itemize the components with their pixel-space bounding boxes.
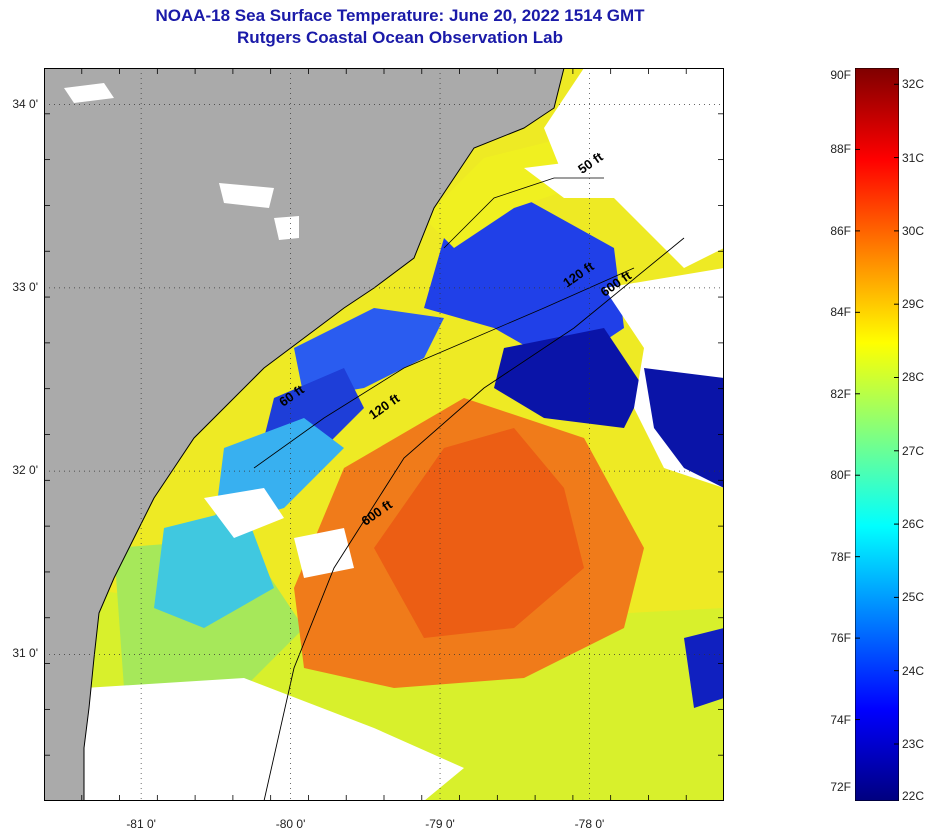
map-border <box>44 68 724 801</box>
contour-50ft <box>443 177 604 249</box>
cool-strip-south <box>154 508 274 628</box>
cold-band-north <box>424 198 624 368</box>
cloud-southwest <box>84 678 464 801</box>
cold-band-east <box>494 328 644 428</box>
contour-600ft <box>263 237 685 801</box>
colorbar-c-label: 31C <box>902 150 925 165</box>
lon-tick-label: -78 0' <box>574 817 605 831</box>
cloud-patch-1 <box>204 488 284 538</box>
colorbar-c-label: 27C <box>902 443 925 458</box>
colorbar-f-label: 88F <box>830 142 851 157</box>
inland-cloud-2 <box>219 183 274 208</box>
lat-tick-label: 33 0' <box>12 279 38 294</box>
lon-tick-label: -79 0' <box>425 817 455 831</box>
colorbar-f-label: 90F <box>830 68 851 82</box>
colorbar-c-label: 30C <box>902 223 925 238</box>
cloud-patch-2 <box>294 528 354 578</box>
colorbar-f-label: 72F <box>830 780 851 794</box>
colorbar-c-label: 25C <box>902 590 925 605</box>
inland-cloud-3 <box>274 216 299 240</box>
colorbar-f-label: 76F <box>830 631 851 646</box>
colorbar-f-label: 82F <box>830 386 851 401</box>
colorbar-f-label: 84F <box>830 305 851 320</box>
colorbar-c-label: 29C <box>902 297 925 312</box>
warm-center <box>374 428 584 638</box>
coastline <box>83 68 565 801</box>
contour-120ft <box>253 267 635 469</box>
colorbar-c-label: 22C <box>902 789 925 803</box>
lon-tick-label: -81 0' <box>126 817 156 831</box>
land-mass <box>44 68 564 801</box>
cold-blob-southeast <box>684 628 724 708</box>
colorbar-c-label: 32C <box>902 77 925 92</box>
lat-tick-label: 34 0' <box>12 96 38 111</box>
colorbar-f-label: 78F <box>830 549 851 564</box>
lon-tick-label: -80 0' <box>275 817 306 831</box>
colorbar-f-label: 80F <box>830 468 851 483</box>
inland-cloud-1 <box>64 83 114 103</box>
colorbar-gradient <box>855 68 899 801</box>
colorbar-f-label: 74F <box>830 712 851 727</box>
colorbar-c-label: 24C <box>902 663 925 678</box>
temperature-colorbar <box>855 68 899 801</box>
colorbar-c-label: 28C <box>902 370 925 385</box>
colorbar-c-label: 23C <box>902 736 925 751</box>
colorbar-f-label: 86F <box>830 223 851 238</box>
lat-tick-label: 32 0' <box>12 463 38 478</box>
cold-blob-east <box>644 368 724 488</box>
map-subtitle: Rutgers Coastal Ocean Observation Lab <box>237 28 563 47</box>
lat-tick-label: 31 0' <box>12 646 38 661</box>
colorbar-c-label: 26C <box>902 517 925 532</box>
cloud-northeast <box>544 68 724 268</box>
map-title: NOAA-18 Sea Surface Temperature: June 20… <box>155 6 645 25</box>
